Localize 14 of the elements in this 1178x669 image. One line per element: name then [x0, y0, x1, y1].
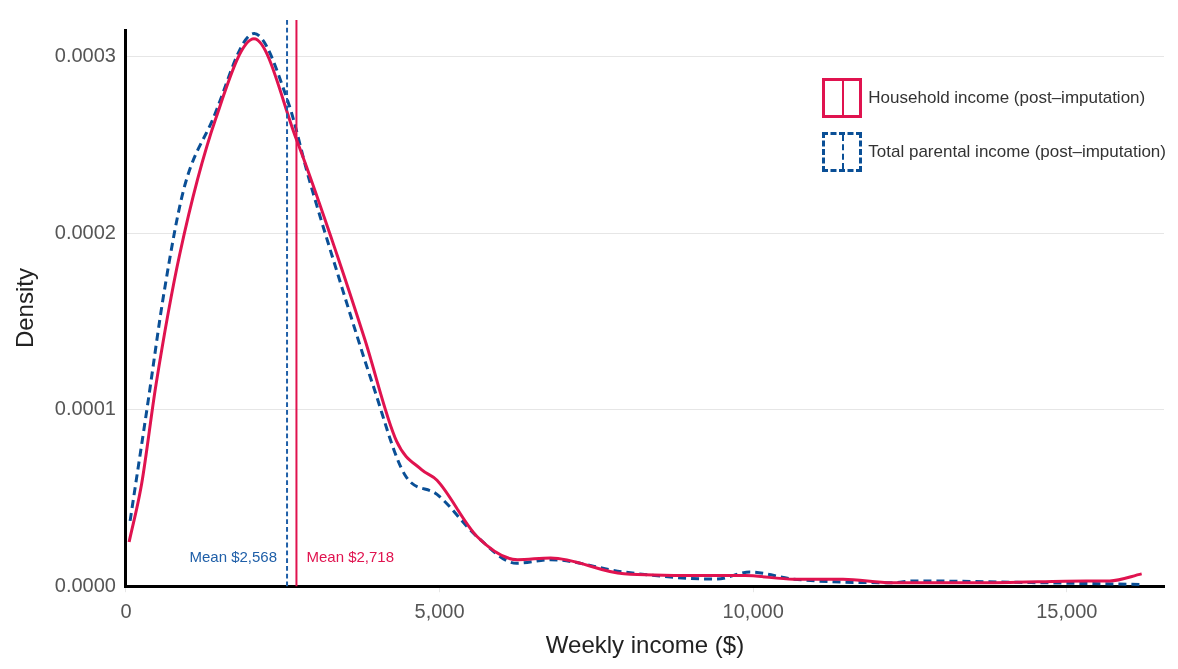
legend-label: Household income (post–imputation)	[868, 88, 1146, 108]
legend-label: Total parental income (post–imputation)	[868, 142, 1166, 162]
x-tick-label: 10,000	[722, 599, 784, 622]
y-tick-label: 0.0001	[54, 397, 116, 420]
x-tick-label: 5,000	[414, 599, 465, 622]
ref-line-label: Mean $2,718	[306, 548, 395, 566]
y-axis-title: Density	[11, 268, 39, 349]
x-tick-label: 0	[120, 599, 132, 622]
x-axis-title: Weekly income ($)	[545, 631, 745, 659]
y-tick-label: 0.0000	[54, 573, 116, 596]
x-tick-label: 15,000	[1036, 599, 1098, 622]
ref-line-label: Mean $2,568	[189, 548, 278, 566]
y-tick-label: 0.0002	[54, 220, 116, 243]
y-tick-label: 0.0003	[54, 44, 116, 66]
